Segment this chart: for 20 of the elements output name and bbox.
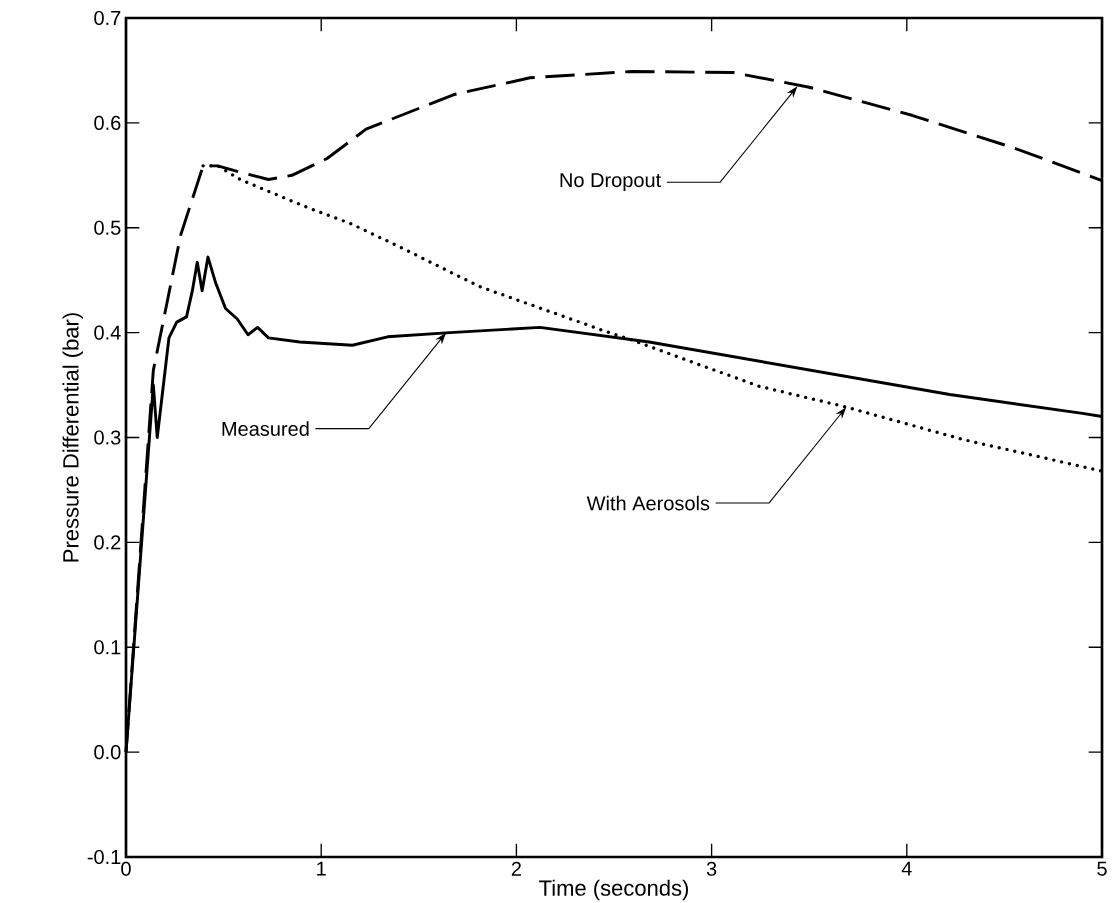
y-tick-label: 0.2: [94, 535, 121, 550]
annotation: Measured: [222, 421, 309, 436]
annotation: No Dropout: [560, 173, 662, 192]
x-tick-label: 3: [706, 861, 717, 876]
y-tick-label: 0.6: [94, 115, 121, 130]
y-tick-label: -0.1: [87, 849, 121, 865]
y-tick-label: 0.1: [94, 640, 121, 655]
y-tick-label: 0.5: [94, 220, 121, 235]
y-tick-label: 0.7: [94, 10, 121, 26]
y-tick-label: 0.0: [94, 745, 121, 760]
x-tick-label: 4: [901, 861, 912, 876]
x-tick-label: 0: [121, 861, 131, 876]
y-tick-label: 0.3: [94, 430, 121, 445]
x-tick-label: 1: [317, 861, 326, 876]
x-tick-label: 5: [1097, 861, 1107, 876]
annotation: With Aerosols: [586, 495, 710, 511]
x-axis-title: Time (seconds): [539, 879, 688, 901]
y-tick-label: 0.4: [94, 325, 121, 340]
y-axis-title: Pressure Differential (bar): [62, 313, 84, 562]
x-tick-label: 2: [511, 861, 521, 876]
